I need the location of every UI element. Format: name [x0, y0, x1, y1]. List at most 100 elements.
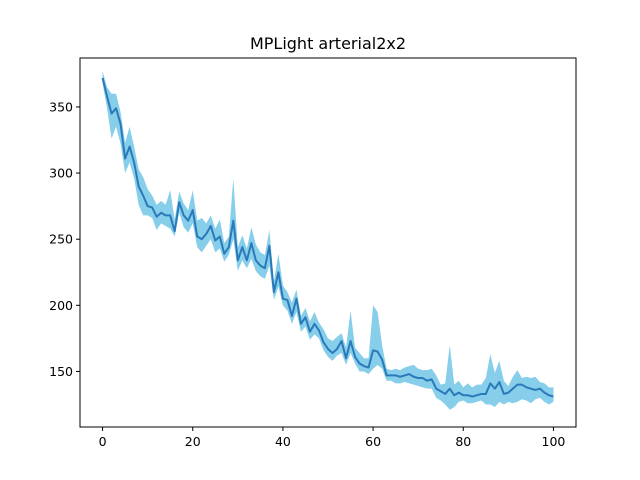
- x-tick-label: 80: [455, 434, 471, 449]
- data-point: [444, 393, 446, 395]
- data-point: [111, 113, 113, 115]
- data-point: [372, 349, 374, 351]
- data-point: [169, 214, 171, 216]
- data-point: [350, 340, 352, 342]
- chart-title: MPLight arterial2x2: [250, 34, 406, 53]
- data-point: [377, 351, 379, 353]
- data-point: [530, 388, 532, 390]
- data-point: [291, 315, 293, 317]
- data-point: [485, 393, 487, 395]
- confidence-band: [102, 71, 554, 410]
- data-point: [102, 77, 104, 79]
- data-point: [458, 392, 460, 394]
- data-point: [368, 366, 370, 368]
- plot-area: [101, 71, 554, 410]
- y-tick-label: 250: [49, 232, 73, 247]
- data-point: [449, 388, 451, 390]
- axes-frame: [79, 57, 577, 428]
- data-point: [489, 382, 491, 384]
- data-point: [318, 329, 320, 331]
- data-point: [422, 377, 424, 379]
- data-point: [124, 158, 126, 160]
- y-tick-label: 200: [49, 298, 73, 313]
- data-point: [332, 352, 334, 354]
- x-tick-label: 0: [99, 434, 107, 449]
- data-point: [282, 298, 284, 300]
- data-point: [142, 195, 144, 197]
- data-point: [386, 374, 388, 376]
- data-point: [525, 386, 527, 388]
- data-point: [404, 374, 406, 376]
- data-point: [165, 214, 167, 216]
- data-point: [264, 267, 266, 269]
- data-point: [381, 359, 383, 361]
- data-point: [435, 388, 437, 390]
- data-point: [241, 246, 243, 248]
- x-tick-label: 20: [185, 434, 201, 449]
- data-point: [313, 323, 315, 325]
- data-point: [476, 394, 478, 396]
- y-tick-label: 350: [49, 99, 73, 114]
- data-point: [548, 394, 550, 396]
- data-point: [178, 201, 180, 203]
- data-point: [268, 245, 270, 247]
- data-point: [255, 259, 257, 261]
- data-point: [196, 236, 198, 238]
- data-point: [106, 95, 108, 97]
- data-point: [183, 214, 185, 216]
- x-tick-label: 60: [365, 434, 381, 449]
- y-tick-label: 150: [49, 364, 73, 379]
- data-point: [426, 380, 428, 382]
- data-point: [187, 220, 189, 222]
- data-point: [534, 389, 536, 391]
- data-point: [250, 242, 252, 244]
- data-point: [471, 396, 473, 398]
- data-point: [453, 394, 455, 396]
- data-point: [147, 205, 149, 207]
- data-point: [295, 298, 297, 300]
- data-point: [413, 376, 415, 378]
- data-point: [228, 246, 230, 248]
- data-point: [160, 212, 162, 214]
- x-axis: 0 20 40 60 80 100: [99, 427, 566, 449]
- data-point: [327, 348, 329, 350]
- data-point: [521, 384, 523, 386]
- y-axis: 150 200 250 300 350: [49, 99, 80, 379]
- data-point: [507, 392, 509, 394]
- data-point: [512, 388, 514, 390]
- data-point: [277, 271, 279, 273]
- data-point: [129, 146, 131, 148]
- data-point: [174, 230, 176, 232]
- data-point: [237, 259, 239, 261]
- data-point: [120, 123, 122, 125]
- data-point: [498, 381, 500, 383]
- x-tick-label: 40: [275, 434, 291, 449]
- data-point: [336, 348, 338, 350]
- data-point: [151, 206, 153, 208]
- data-point: [354, 356, 356, 358]
- x-tick-label: 100: [542, 434, 566, 449]
- data-point: [156, 216, 158, 218]
- data-point: [205, 233, 207, 235]
- data-point: [322, 341, 324, 343]
- data-point: [192, 209, 194, 211]
- data-point: [539, 388, 541, 390]
- data-point: [359, 363, 361, 365]
- series-line: [101, 77, 554, 398]
- data-point: [304, 316, 306, 318]
- data-point: [214, 240, 216, 242]
- data-point: [345, 357, 347, 359]
- data-point: [341, 340, 343, 342]
- data-point: [246, 259, 248, 261]
- data-point: [232, 220, 234, 222]
- data-point: [363, 365, 365, 367]
- data-point: [543, 392, 545, 394]
- data-point: [417, 377, 419, 379]
- data-point: [552, 396, 554, 398]
- data-point: [467, 394, 469, 396]
- data-point: [309, 331, 311, 333]
- data-point: [395, 374, 397, 376]
- data-point: [390, 374, 392, 376]
- data-point: [273, 291, 275, 293]
